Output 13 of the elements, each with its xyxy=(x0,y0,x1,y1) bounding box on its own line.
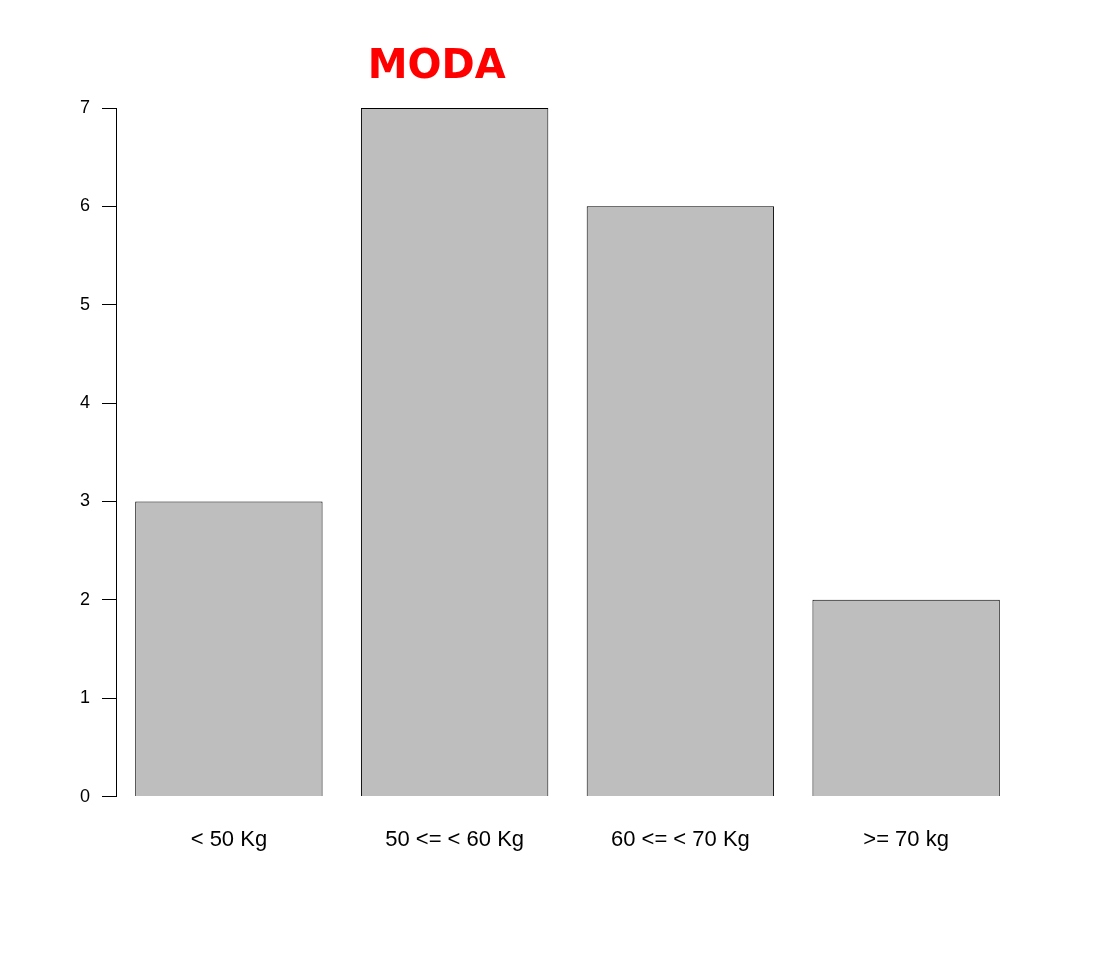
y-tick-label: 7 xyxy=(80,96,91,117)
y-tick-label: 2 xyxy=(80,588,91,609)
y-tick-label: 4 xyxy=(80,392,91,413)
x-tick-label: 50 <= < 60 Kg xyxy=(385,825,525,851)
x-tick-label: >= 70 kg xyxy=(863,825,949,851)
y-tick-label: 0 xyxy=(80,785,91,806)
y-tick-label: 5 xyxy=(80,293,91,314)
y-tick-label: 1 xyxy=(80,687,91,708)
y-tick-label: 6 xyxy=(80,195,91,216)
x-tick-label: 60 <= < 70 Kg xyxy=(610,825,750,851)
x-tick-label: < 50 Kg xyxy=(190,825,268,851)
y-tick-label: 3 xyxy=(80,490,91,511)
annotation: MODA xyxy=(367,41,506,88)
